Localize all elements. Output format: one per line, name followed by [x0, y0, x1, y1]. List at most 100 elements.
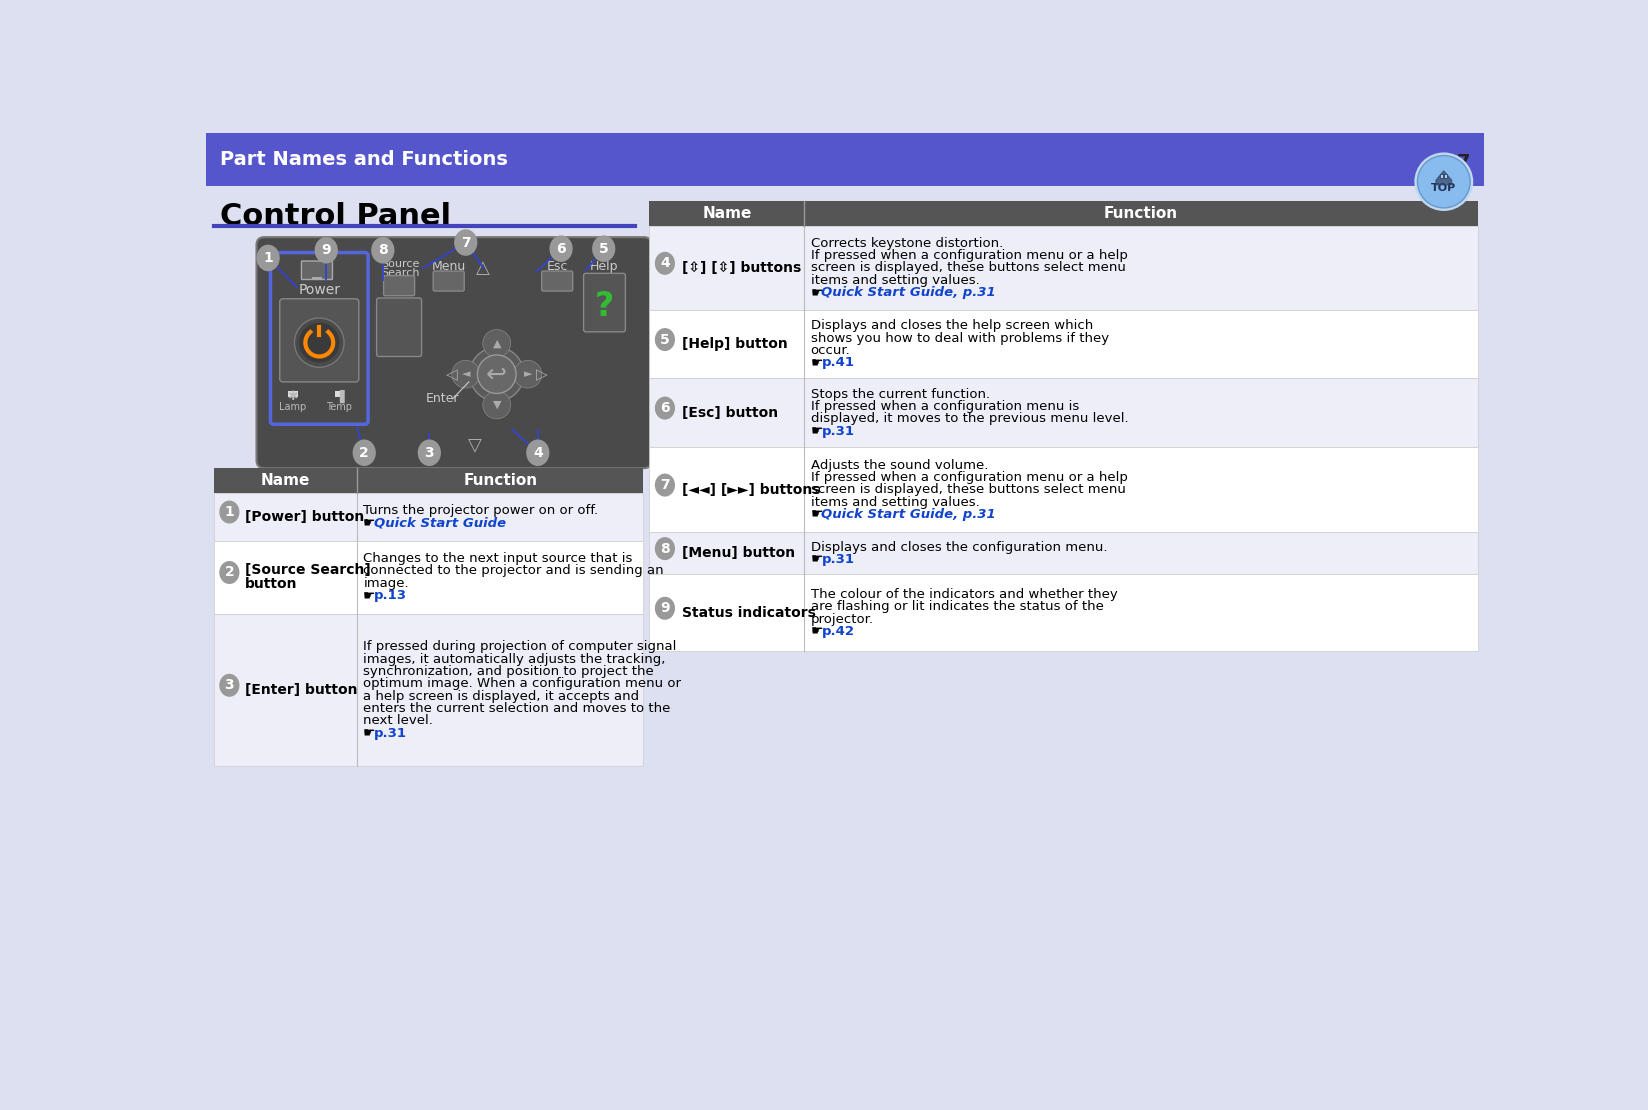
Text: enters the current selection and moves to the: enters the current selection and moves t… — [363, 702, 671, 715]
Text: 7: 7 — [461, 235, 470, 250]
Bar — [1444, 174, 1445, 178]
Circle shape — [483, 391, 511, 418]
Text: 6: 6 — [555, 242, 565, 255]
Text: ►: ► — [522, 370, 532, 380]
Circle shape — [1417, 155, 1470, 208]
Text: Function: Function — [463, 473, 537, 488]
Text: 9: 9 — [321, 243, 331, 258]
Text: [Enter] button: [Enter] button — [244, 683, 358, 697]
Ellipse shape — [315, 236, 338, 263]
Bar — [649, 311, 1477, 379]
Ellipse shape — [219, 561, 239, 584]
Text: ↩: ↩ — [486, 362, 508, 386]
Bar — [1439, 174, 1442, 178]
Text: △: △ — [476, 259, 489, 278]
Text: Power: Power — [298, 283, 339, 296]
Text: ☛: ☛ — [363, 588, 381, 603]
Text: If pressed when a configuration menu or a help: If pressed when a configuration menu or … — [811, 249, 1127, 262]
Ellipse shape — [654, 329, 674, 351]
Text: If pressed when a configuration menu or a help: If pressed when a configuration menu or … — [811, 471, 1127, 484]
Text: [Menu] button: [Menu] button — [682, 546, 794, 561]
Ellipse shape — [654, 252, 674, 275]
Text: 1: 1 — [264, 251, 274, 265]
Text: ▐: ▐ — [335, 390, 344, 403]
FancyBboxPatch shape — [384, 275, 414, 295]
Text: [◄◄] [►►] buttons: [◄◄] [►►] buttons — [682, 483, 821, 496]
Text: Stops the current function.: Stops the current function. — [811, 387, 989, 401]
Text: ☛: ☛ — [811, 553, 827, 566]
Bar — [288, 391, 297, 397]
Circle shape — [483, 330, 511, 357]
Bar — [649, 532, 1477, 574]
Text: next level.: next level. — [363, 714, 433, 727]
Text: 3: 3 — [424, 446, 433, 460]
Text: synchronization, and position to project the: synchronization, and position to project… — [363, 665, 654, 678]
Text: ☛: ☛ — [811, 355, 827, 370]
Ellipse shape — [654, 597, 674, 619]
Bar — [214, 493, 643, 541]
Text: Enter: Enter — [425, 392, 460, 405]
Text: Temp: Temp — [326, 402, 353, 412]
FancyBboxPatch shape — [542, 271, 572, 291]
Text: 1: 1 — [224, 505, 234, 519]
Text: ☛: ☛ — [811, 424, 827, 438]
Text: ☛: ☛ — [811, 507, 827, 522]
Text: displayed, it moves to the previous menu level.: displayed, it moves to the previous menu… — [811, 413, 1127, 425]
Text: Quick Start Guide, p.31: Quick Start Guide, p.31 — [821, 508, 995, 521]
Bar — [649, 574, 1477, 652]
Text: [Esc] button: [Esc] button — [682, 406, 778, 420]
Text: ☛: ☛ — [363, 516, 381, 529]
Ellipse shape — [353, 440, 376, 466]
Bar — [311, 278, 321, 280]
Text: Control Panel: Control Panel — [219, 202, 452, 231]
Text: p.31: p.31 — [821, 425, 854, 437]
Text: Esc: Esc — [545, 260, 567, 273]
Text: 3: 3 — [224, 678, 234, 693]
Text: Turns the projector power on or off.: Turns the projector power on or off. — [363, 504, 598, 517]
Text: [Source Search]: [Source Search] — [244, 563, 371, 577]
Circle shape — [452, 361, 480, 388]
Ellipse shape — [654, 396, 674, 420]
Text: p.42: p.42 — [821, 625, 854, 638]
FancyBboxPatch shape — [302, 261, 333, 280]
Text: [⇳] [⇳] buttons: [⇳] [⇳] buttons — [682, 261, 801, 275]
Bar — [649, 225, 1477, 311]
Text: screen is displayed, these buttons select menu: screen is displayed, these buttons selec… — [811, 262, 1126, 274]
Text: 5: 5 — [598, 242, 608, 255]
Circle shape — [476, 355, 516, 393]
Circle shape — [1414, 152, 1472, 211]
Text: Quick Start Guide, p.31: Quick Start Guide, p.31 — [821, 286, 995, 299]
Circle shape — [295, 317, 344, 367]
Text: Search: Search — [381, 269, 420, 279]
Text: 8: 8 — [377, 243, 387, 258]
Bar — [214, 468, 643, 493]
Text: 4: 4 — [659, 256, 669, 271]
Text: ▼: ▼ — [493, 400, 501, 410]
Bar — [335, 391, 344, 397]
Text: 6: 6 — [659, 401, 669, 415]
Ellipse shape — [549, 235, 572, 262]
Text: [Help] button: [Help] button — [682, 337, 788, 351]
Text: 8: 8 — [659, 542, 669, 556]
Text: Status indicators: Status indicators — [682, 606, 816, 619]
Text: Menu: Menu — [432, 260, 465, 273]
Text: 7: 7 — [1455, 153, 1470, 172]
Circle shape — [298, 323, 339, 363]
Text: 2: 2 — [224, 565, 234, 579]
Text: ◄: ◄ — [461, 370, 470, 380]
FancyBboxPatch shape — [206, 133, 1483, 185]
Text: If pressed when a configuration menu is: If pressed when a configuration menu is — [811, 400, 1078, 413]
Text: ▷: ▷ — [536, 366, 547, 382]
Text: p.13: p.13 — [374, 589, 407, 602]
Circle shape — [470, 347, 524, 401]
Text: items and setting values.: items and setting values. — [811, 274, 979, 286]
Text: 9: 9 — [659, 602, 669, 615]
Text: items and setting values.: items and setting values. — [811, 495, 979, 508]
Text: are flashing or lit indicates the status of the: are flashing or lit indicates the status… — [811, 601, 1103, 613]
Text: button: button — [244, 577, 297, 591]
Ellipse shape — [453, 230, 476, 255]
Text: Help: Help — [590, 260, 618, 273]
Ellipse shape — [219, 674, 239, 697]
FancyBboxPatch shape — [583, 273, 625, 332]
Text: ☛: ☛ — [811, 625, 827, 638]
